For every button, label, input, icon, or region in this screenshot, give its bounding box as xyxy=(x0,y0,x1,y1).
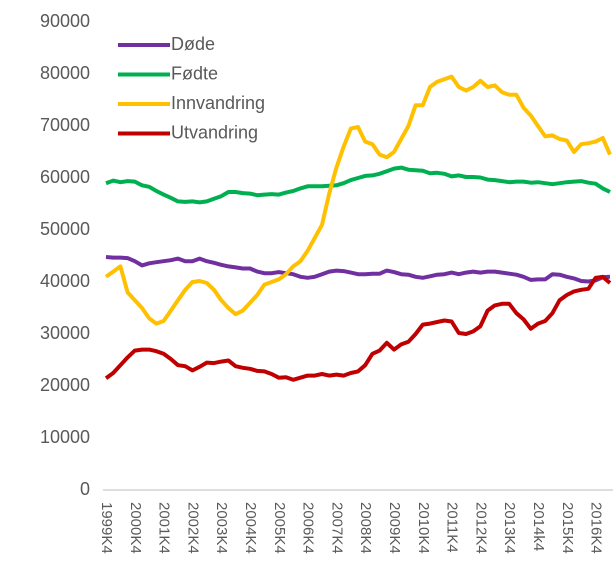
line-series xyxy=(104,74,612,326)
line-series xyxy=(105,165,611,205)
y-tick-label: 50000 xyxy=(40,219,90,239)
y-tick-label: 20000 xyxy=(40,375,90,395)
x-tick-label: 2012K4 xyxy=(472,502,489,554)
legend-label: Innvandring xyxy=(171,93,265,113)
x-tick-label: 2008K4 xyxy=(357,502,374,554)
x-tick-label: 2014k4 xyxy=(530,502,547,551)
y-tick-label: 40000 xyxy=(40,271,90,291)
x-tick-label: 2006K4 xyxy=(300,502,317,554)
x-tick-label: 2009K4 xyxy=(386,502,403,554)
y-tick-label: 60000 xyxy=(40,167,90,187)
x-tick-label: 1999K4 xyxy=(98,502,115,554)
x-tick-label: 2007K4 xyxy=(328,502,345,554)
x-tick-label: 2011K4 xyxy=(444,502,461,553)
line-series xyxy=(105,255,611,284)
legend-label: Fødte xyxy=(171,63,218,83)
y-tick-label: 10000 xyxy=(40,427,90,447)
x-tick-label: 2013K4 xyxy=(501,502,518,554)
x-tick-label: 2001K4 xyxy=(156,502,173,554)
y-tick-label: 30000 xyxy=(40,323,90,343)
line-series xyxy=(104,274,612,382)
x-tick-label: 2004K4 xyxy=(242,502,259,554)
y-tick-label: 0 xyxy=(80,479,90,499)
x-tick-label: 2002K4 xyxy=(184,502,201,554)
x-tick-label: 2016K4 xyxy=(588,502,605,554)
x-tick-label: 2015K4 xyxy=(559,502,576,554)
y-tick-label: 70000 xyxy=(40,115,90,135)
y-tick-label: 80000 xyxy=(40,63,90,83)
y-tick-label: 90000 xyxy=(40,11,90,31)
x-tick-label: 2010K4 xyxy=(415,502,432,554)
x-tick-label: 2000K4 xyxy=(127,502,144,554)
legend-label: Døde xyxy=(171,34,215,54)
legend-label: Utvandring xyxy=(171,122,258,142)
x-tick-label: 2005K4 xyxy=(271,502,288,554)
x-tick-label: 2003K4 xyxy=(213,502,230,554)
